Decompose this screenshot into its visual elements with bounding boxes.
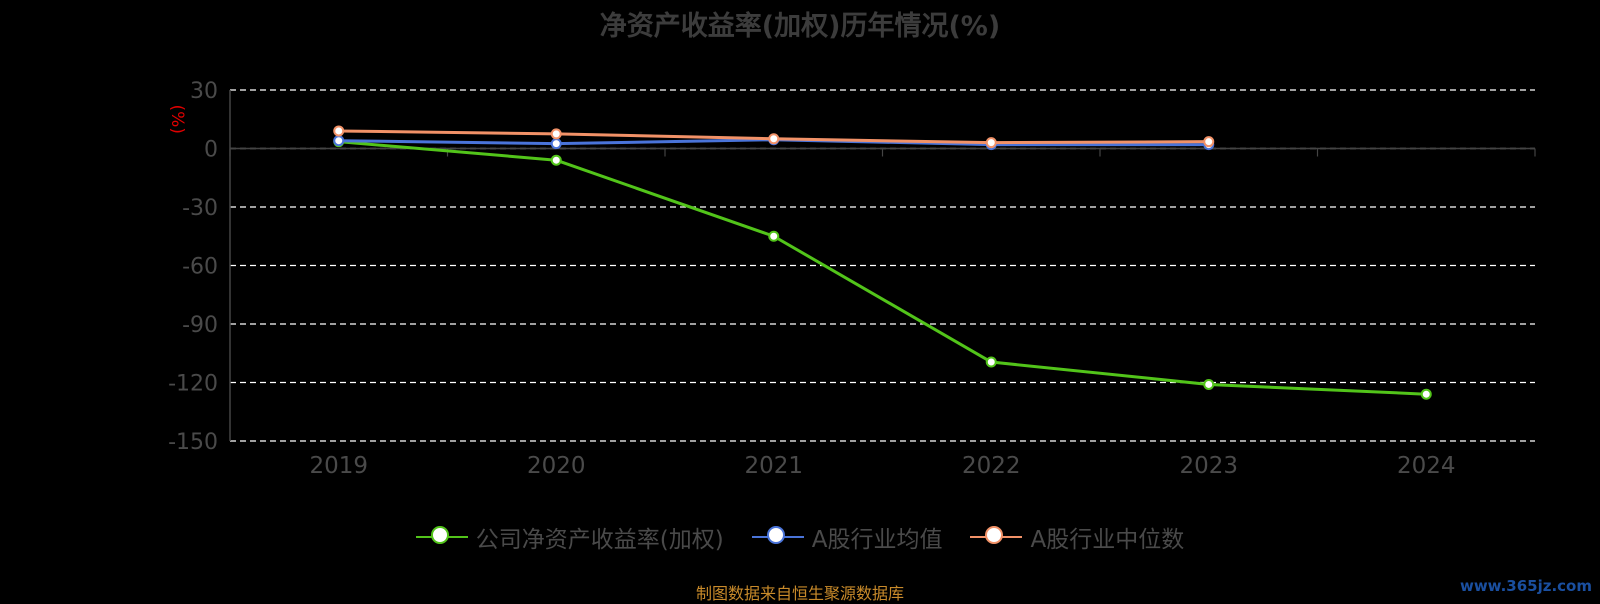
data-point <box>550 154 562 166</box>
legend-swatch-icon <box>751 525 804 549</box>
legend-swatch-icon <box>415 525 468 549</box>
data-point <box>333 125 345 137</box>
legend: 公司净资产收益率(加权) A股行业均值 A股行业中位数 <box>0 520 1600 554</box>
x-tick-label: 2020 <box>527 453 586 479</box>
data-point <box>333 135 345 147</box>
legend-label: A股行业中位数 <box>1030 527 1185 553</box>
data-point <box>768 230 780 242</box>
x-tick-label: 2023 <box>1179 453 1238 479</box>
data-point <box>550 138 562 150</box>
y-tick-label: -30 <box>182 196 218 221</box>
watermark: www.365jz.com <box>1459 577 1592 595</box>
x-tick-label: 2019 <box>309 453 368 479</box>
y-tick-label: 30 <box>190 79 218 104</box>
y-tick-label: -60 <box>182 255 218 280</box>
data-point <box>1420 388 1432 400</box>
data-point <box>985 356 997 368</box>
legend-item-industry-median[interactable]: A股行业中位数 <box>970 520 1184 554</box>
data-point <box>550 128 562 140</box>
data-point <box>985 137 997 149</box>
y-tick-label: -90 <box>182 313 218 338</box>
data-point <box>1203 378 1215 390</box>
y-tick-label: -120 <box>168 372 218 397</box>
x-tick-label: 2022 <box>962 453 1021 479</box>
series-line-0 <box>338 140 1427 396</box>
y-axis-label: (%) <box>167 105 187 134</box>
legend-item-company[interactable]: 公司净资产收益率(加权) <box>415 520 724 554</box>
legend-label: 公司净资产收益率(加权) <box>475 527 724 553</box>
data-point <box>1203 136 1215 148</box>
y-tick-label: 0 <box>204 138 218 163</box>
legend-swatch-icon <box>970 525 1023 549</box>
source-note: 制图数据来自恒生聚源数据库 <box>695 584 904 603</box>
x-tick-label: 2024 <box>1397 453 1456 479</box>
legend-item-industry-mean[interactable]: A股行业均值 <box>751 520 943 554</box>
chart-title: 净资产收益率(加权)历年情况(%) <box>599 11 1001 42</box>
x-tick-label: 2021 <box>744 453 803 479</box>
y-tick-label: -150 <box>168 430 218 455</box>
data-point <box>768 133 780 145</box>
legend-label: A股行业均值 <box>811 527 943 553</box>
